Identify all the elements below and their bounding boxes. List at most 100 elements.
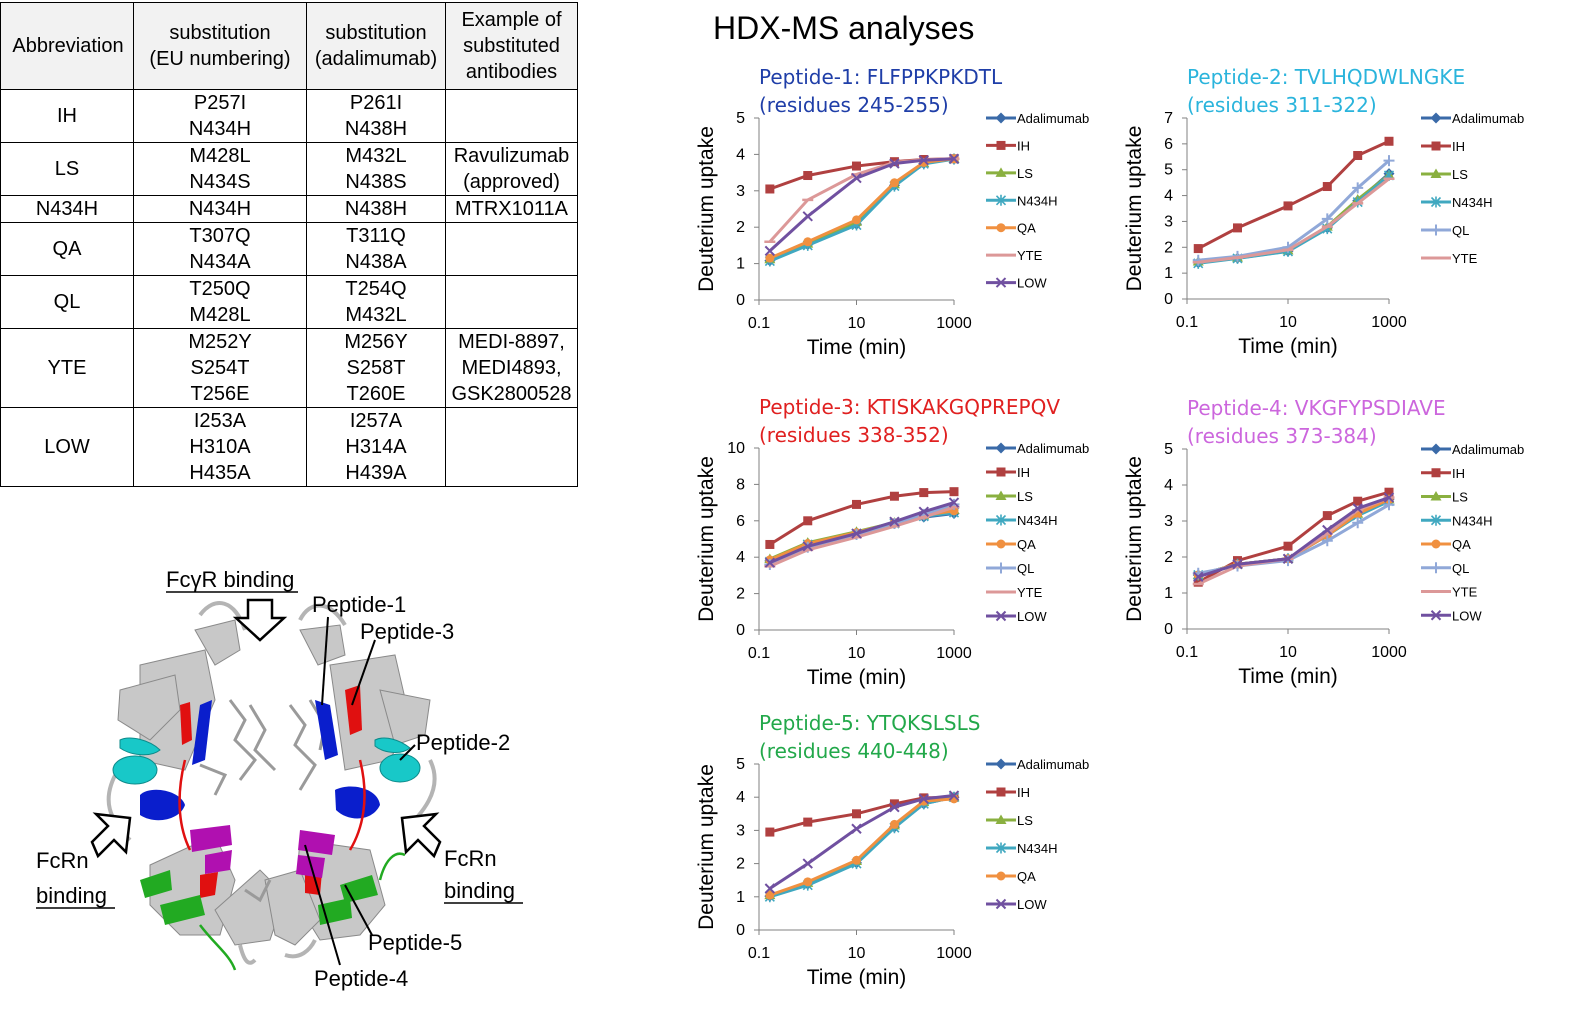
data-point [948,153,960,164]
series-ih [1193,136,1394,254]
y-tick-label: 0 [736,292,745,309]
data-point [764,883,776,894]
cell-line: LS [54,158,80,180]
series-line [1197,496,1390,579]
fc-backbone-right [264,624,431,946]
cell-line: M428L [189,145,251,167]
data-point [765,184,775,194]
eu-substitution-cell: I253A H310A H435A [133,407,307,487]
data-point [1193,244,1203,254]
chart-title-line2: (residues 373-384) [1187,424,1377,448]
legend-marker [996,787,1006,797]
y-tick-label: 3 [736,183,745,200]
cell-line: IH [57,105,77,127]
y-tick-label: 5 [736,756,745,773]
legend-label: Adalimumab [1017,441,1089,456]
cell-line: LOW [44,436,90,458]
label-leader-lines [304,616,416,966]
x-tick-label: 1000 [1371,314,1407,331]
legend-label: YTE [1452,251,1478,266]
x-tick-label: 1000 [936,645,972,662]
y-tick-label: 6 [1164,136,1173,153]
cell-line: T307Q [189,225,251,247]
data-point [1352,182,1364,194]
chart-svg: Peptide-3: KTISKAKGQPREPQV (residues 338-… [695,395,1089,689]
y-tick-label: 4 [1164,188,1173,205]
chart-title-line2: (residues 440-448) [759,739,949,763]
adalimumab-substitution-cell: N438H [306,195,446,223]
eu-substitution-cell: N434H [133,195,307,223]
series-ls [764,791,960,900]
y-tick-label: 3 [736,822,745,839]
example-antibody-cell [445,222,578,276]
chart-title-line2: (residues 311-322) [1187,93,1377,117]
legend: Adalimumab IH LS N434H QL YTE [1421,111,1524,266]
cell-line: N438S [345,171,407,193]
cell-line: N434H [188,118,252,140]
eu-substitution-cell: T250Q M428L [133,275,307,329]
header-adalimumab: substitution (adalimumab) [306,2,446,90]
series-qa [765,154,959,263]
legend-marker [1431,539,1441,549]
x-tick-label: 0.1 [748,645,770,662]
abbreviation-cell: QA [0,222,134,276]
data-point [851,172,862,184]
legend-label: Adalimumab [1017,757,1089,772]
data-point [765,253,775,263]
table-row: YTE M252Y S254T T256E M256Y S258T T260E MEDI-88… [0,328,578,408]
example-antibody-cell: Ravulizumab (approved) [445,142,578,196]
legend-marker [1430,443,1442,455]
series-adalimumab [764,791,960,902]
peptide-2-label: Peptide-2 [416,730,510,755]
legend-label: QA [1017,869,1036,884]
y-tick-label: 0 [736,622,745,639]
legend-label: LOW [1017,609,1047,624]
hdx-ms-heading: HDX-MS analyses [713,10,975,46]
abbreviation-cell: LS [0,142,134,196]
cell-line: N434S [189,171,251,193]
cell-line: T311Q [346,225,406,247]
y-tick-label: 4 [736,789,745,806]
peptide-3-loops [178,759,366,851]
legend-marker [1430,224,1442,236]
data-point [889,178,899,188]
y-tick-label: 10 [727,440,745,457]
data-point [852,499,861,509]
legend-marker [1430,168,1442,178]
cell-line: MEDI-8897, [458,331,565,353]
legend-marker [996,467,1006,477]
data-point [889,491,899,501]
table-header-row: Abbreviation substitution (EU numbering) … [0,2,578,90]
cell-line: MTRX1011A [454,198,568,220]
data-point [1352,503,1363,514]
data-point [803,237,813,247]
data-point [1352,517,1364,529]
x-tick-label: 10 [1279,314,1297,331]
legend-marker [1430,562,1442,574]
data-point [889,819,899,829]
legend: Adalimumab IH LS N434H QA LOW [986,757,1089,912]
legend-marker [995,442,1007,454]
legend-label: QA [1452,537,1471,552]
x-axis-label: Time (min) [807,966,907,989]
data-point [889,158,900,169]
cell-line: M432L [345,304,407,326]
example-antibody-cell [445,89,578,143]
data-point [1193,571,1204,583]
legend-label: YTE [1017,248,1043,263]
y-tick-label: 5 [1164,162,1173,179]
y-tick-label: 8 [736,476,745,493]
cell-line: I257A [349,410,403,432]
data-point [889,799,899,809]
data-point [1193,577,1203,587]
series-line [1197,139,1390,250]
legend-marker [1430,514,1442,526]
data-point [802,541,813,552]
chart-svg: Peptide-5: YTQKSLSLS (residues 440-448) 0 1… [695,711,1089,989]
cell-line: GSK2800528 [451,383,572,405]
cell-line: Ravulizumab [453,145,570,167]
series-yte [1192,177,1395,264]
eu-substitution-cell: P257I N434H [133,89,307,143]
data-point [948,790,960,801]
data-point [852,809,861,819]
